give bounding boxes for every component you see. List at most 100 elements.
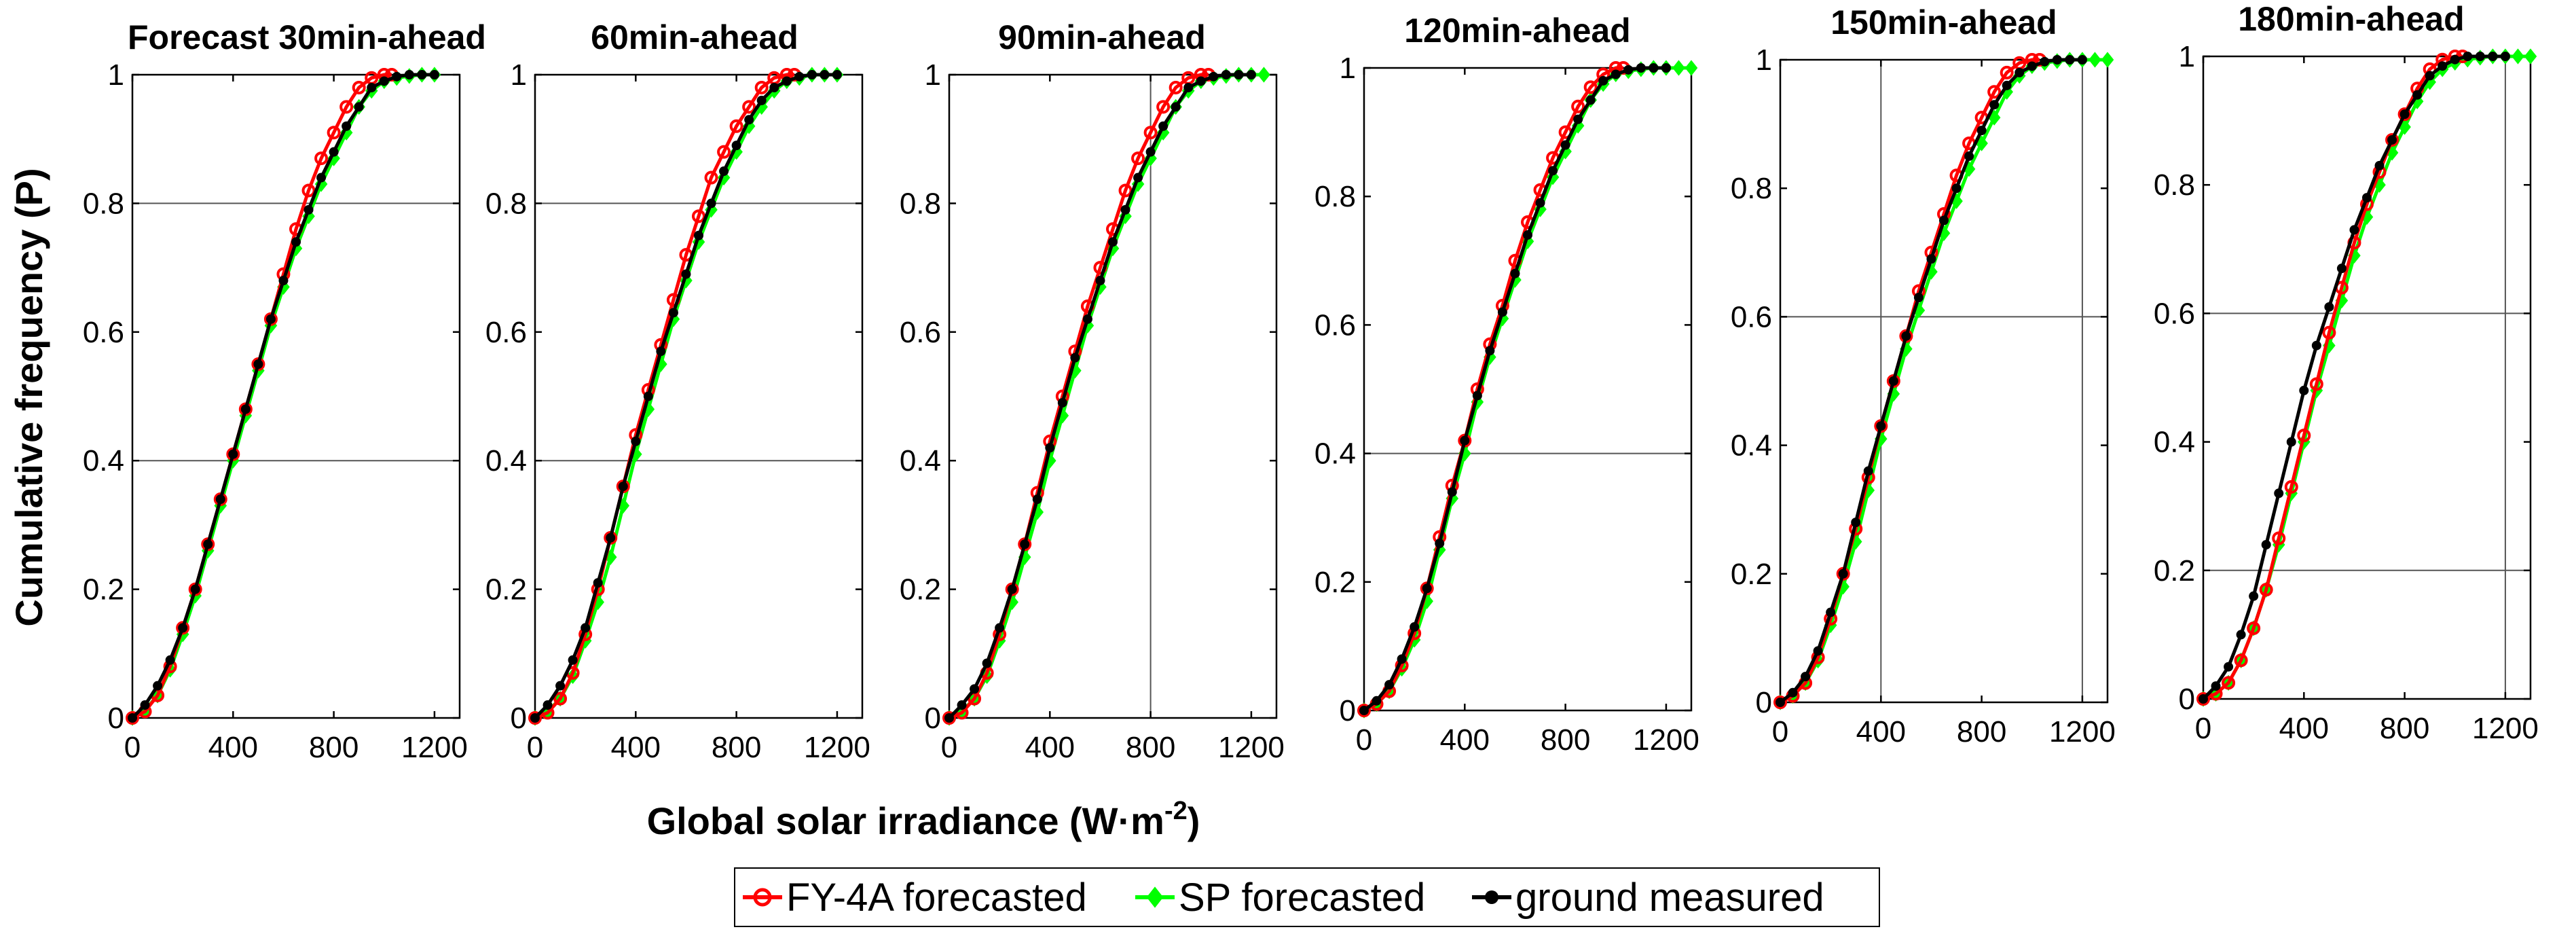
data-point-ground xyxy=(1977,126,1987,135)
data-point-ground xyxy=(1586,95,1596,105)
series-line-sp xyxy=(1364,68,1691,710)
panel-title: 60min-ahead xyxy=(591,18,798,56)
y-tick-label: 1 xyxy=(511,58,527,92)
panel-4: 00.20.40.60.810 400 800 1200120min-ahead xyxy=(1314,12,1699,757)
data-point-ground xyxy=(957,700,967,710)
panel-title: 150min-ahead xyxy=(1830,3,2057,41)
x-tick-label: 0 xyxy=(527,731,543,764)
data-point-ground xyxy=(782,76,792,86)
data-point-ground xyxy=(2349,225,2359,234)
y-tick-label: 0.2 xyxy=(83,573,124,607)
y-tick-label: 0.6 xyxy=(2154,297,2195,330)
data-point-ground xyxy=(228,450,238,459)
y-tick-label: 0.8 xyxy=(83,187,124,220)
x-tick-label: 800 xyxy=(2380,712,2429,745)
y-tick-label: 0.6 xyxy=(485,316,527,349)
x-tick-label: 1200 xyxy=(2049,715,2116,748)
x-tick-label: 400 xyxy=(1856,715,1906,748)
data-point-ground xyxy=(1914,293,1924,302)
data-point-ground xyxy=(1598,76,1608,86)
data-point-ground xyxy=(2237,630,2246,639)
panel-5: 00.20.40.60.810 400 800 1200150min-ahead xyxy=(1731,3,2116,748)
data-point-ground xyxy=(380,76,389,86)
series-line-sp xyxy=(1780,60,2108,702)
x-tick-label: 0 xyxy=(1772,715,1788,748)
data-point-ground xyxy=(970,684,979,693)
data-point-ground xyxy=(1171,102,1181,111)
x-tick-label: 400 xyxy=(2279,712,2329,745)
data-point-ground xyxy=(593,578,603,588)
series-line-fy4a xyxy=(2203,56,2463,699)
data-point-ground xyxy=(2053,55,2062,65)
data-point-ground xyxy=(1889,376,1898,386)
data-point-ground xyxy=(669,308,678,317)
series-line-ground xyxy=(132,75,435,718)
x-axis-label-close: ) xyxy=(1188,799,1200,842)
data-point-sp xyxy=(2102,53,2113,67)
data-point-ground xyxy=(581,623,590,632)
data-point-ground xyxy=(2501,52,2510,61)
y-tick-label: 0 xyxy=(511,702,527,735)
data-point-ground xyxy=(2312,341,2321,350)
series-ground xyxy=(1359,63,1671,715)
data-point-ground xyxy=(832,70,842,79)
y-tick-label: 0.4 xyxy=(83,444,124,477)
data-point-ground xyxy=(2400,109,2410,119)
y-tick-label: 1 xyxy=(1340,52,1356,85)
data-point-ground xyxy=(2249,592,2258,601)
data-point-ground xyxy=(1095,276,1105,285)
legend-marker-ground xyxy=(1485,890,1498,904)
data-point-ground xyxy=(316,173,326,183)
data-point-ground xyxy=(1372,696,1382,706)
x-tick-label: 1200 xyxy=(2472,712,2539,745)
series-ground xyxy=(1775,55,2087,707)
series-line-ground xyxy=(1780,60,2082,702)
data-point-ground xyxy=(1636,63,1646,73)
panel-title: 120min-ahead xyxy=(1404,12,1630,50)
x-tick-label: 800 xyxy=(309,731,358,764)
data-point-ground xyxy=(2027,61,2037,71)
data-point-ground xyxy=(253,359,263,369)
data-point-ground xyxy=(1473,391,1482,400)
cdf-figure: 00.20.40.60.810 400 800 1200Forecast 30min-… xyxy=(0,0,2576,938)
data-point-ground xyxy=(2262,540,2271,549)
data-point-ground xyxy=(291,237,301,247)
data-point-ground xyxy=(1221,70,1231,79)
series-line-ground xyxy=(949,75,1251,718)
data-point-ground xyxy=(1775,698,1785,707)
y-tick-label: 0.6 xyxy=(83,316,124,349)
data-point-ground xyxy=(1901,331,1911,341)
series-line-sp xyxy=(132,75,435,718)
x-tick-label: 800 xyxy=(712,731,761,764)
y-tick-label: 1 xyxy=(108,58,124,92)
data-point-ground xyxy=(153,681,162,691)
data-point-ground xyxy=(820,70,829,79)
data-point-ground xyxy=(1146,147,1156,157)
panel-1: 00.20.40.60.810 400 800 1200Forecast 30min-… xyxy=(83,18,486,764)
panel-title: 180min-ahead xyxy=(2238,0,2464,38)
data-point-ground xyxy=(417,70,426,79)
x-axis-label-main: Global solar irradiance (W·m xyxy=(647,799,1164,842)
data-point-ground xyxy=(1422,583,1432,593)
y-tick-label: 0.6 xyxy=(900,316,941,349)
y-tick-label: 0.4 xyxy=(2154,426,2195,459)
data-point-ground xyxy=(2362,193,2372,202)
y-tick-label: 0 xyxy=(108,702,124,735)
data-point-ground xyxy=(216,494,225,504)
series-line-sp xyxy=(949,75,1264,718)
data-point-ground xyxy=(1435,539,1444,548)
x-tick-label: 400 xyxy=(208,731,258,764)
data-point-ground xyxy=(2476,52,2485,61)
series-ground xyxy=(530,70,842,723)
series-line-fy4a xyxy=(1780,60,2040,702)
x-tick-label: 0 xyxy=(941,731,957,764)
data-point-sp xyxy=(1258,68,1269,82)
data-point-ground xyxy=(191,585,200,594)
y-tick-label: 0.4 xyxy=(1314,437,1356,471)
data-point-ground xyxy=(1788,688,1798,698)
data-point-ground xyxy=(2014,68,2024,77)
data-point-ground xyxy=(1359,706,1369,715)
x-tick-label: 1200 xyxy=(401,731,468,764)
series-fy4a xyxy=(944,69,1214,723)
series-ground xyxy=(944,70,1256,723)
